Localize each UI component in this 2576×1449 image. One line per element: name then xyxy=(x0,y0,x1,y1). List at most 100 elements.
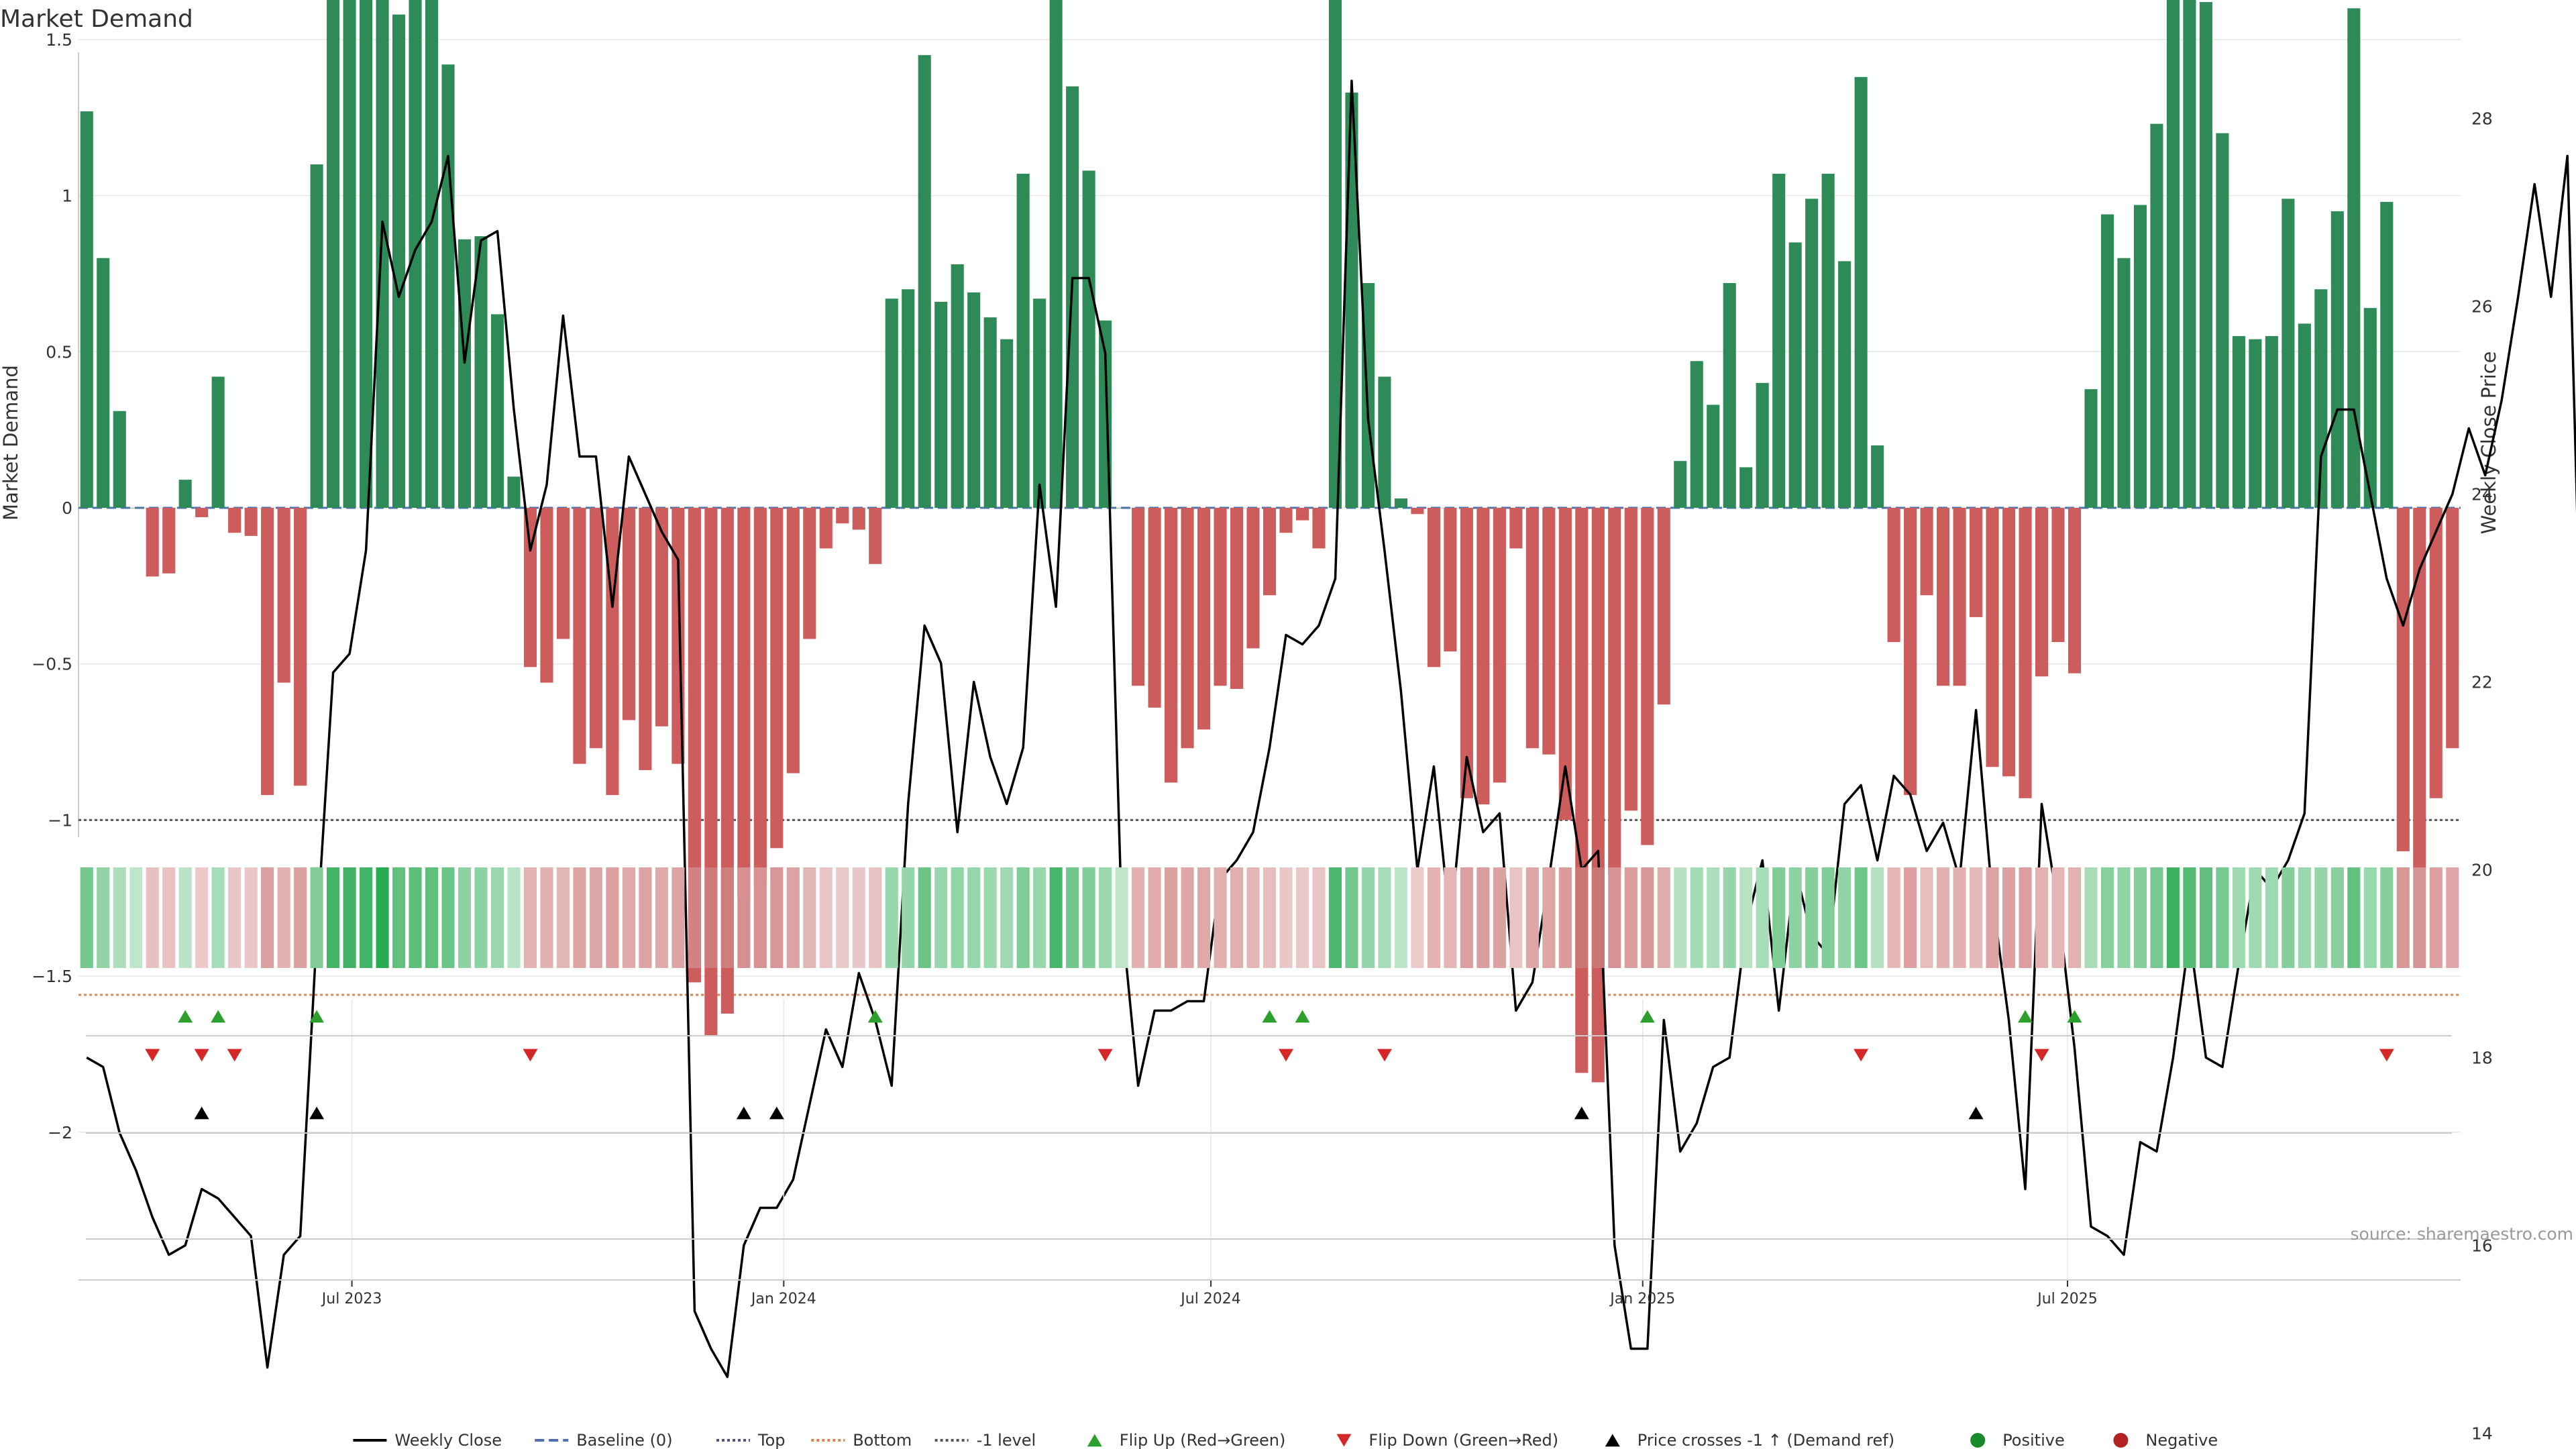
source-note: source: sharemaestro.com xyxy=(2351,1224,2574,1244)
demand-bar xyxy=(1854,76,1868,508)
chart-title: Market Demand xyxy=(0,5,193,33)
demand-bar xyxy=(983,317,997,508)
legend-swatch-triangle-down xyxy=(1336,1434,1352,1447)
heat-cell xyxy=(490,867,504,968)
legend-swatch-circle xyxy=(1970,1433,1986,1448)
left-tick-label: 0 xyxy=(62,498,72,518)
demand-bar xyxy=(1986,508,1999,767)
demand-bar xyxy=(1279,508,1293,533)
demand-bar xyxy=(1214,508,1227,686)
heat-cell xyxy=(753,867,767,968)
heat-cell xyxy=(113,867,126,968)
heat-cell xyxy=(1887,867,1900,968)
demand-bar xyxy=(2199,2,2212,508)
demand-bar xyxy=(1230,508,1244,689)
heat-cell xyxy=(195,867,209,968)
demand-bar xyxy=(1690,361,1703,508)
demand-bar xyxy=(490,314,504,508)
demand-bar xyxy=(1049,0,1063,508)
demand-bar xyxy=(1970,508,1983,617)
demand-bar xyxy=(2166,0,2180,508)
heat-cell xyxy=(392,867,406,968)
demand-bar xyxy=(639,508,652,770)
demand-bar xyxy=(2035,508,2049,677)
price-cross-marker xyxy=(1574,1106,1589,1120)
heat-cell xyxy=(1000,867,1014,968)
demand-bar xyxy=(1608,508,1621,873)
heat-cell xyxy=(1444,867,1457,968)
heat-cell xyxy=(2314,867,2328,968)
heat-cell xyxy=(1197,867,1211,968)
demand-bar xyxy=(2133,205,2147,508)
heat-cell xyxy=(1904,867,1917,968)
demand-bar xyxy=(786,508,800,773)
demand-bar xyxy=(211,376,225,508)
demand-bar xyxy=(951,264,964,508)
heat-cell xyxy=(1608,867,1621,968)
heat-cell xyxy=(277,867,290,968)
demand-bar xyxy=(244,508,258,536)
flip-up-marker xyxy=(1640,1010,1655,1023)
demand-bar xyxy=(162,508,176,574)
legend-swatch-triangle-up xyxy=(1605,1434,1620,1447)
heat-cell xyxy=(951,867,964,968)
demand-bar xyxy=(2019,508,2032,798)
price-cross-marker xyxy=(736,1106,751,1120)
demand-bar xyxy=(1542,508,1556,755)
date-tick-label: Jan 2024 xyxy=(750,1291,816,1307)
demand-bar xyxy=(327,0,340,508)
heat-cell xyxy=(1871,867,1884,968)
legend-item: Flip Down (Green→Red) xyxy=(1336,1431,1558,1449)
heat-cell xyxy=(2133,867,2147,968)
demand-bar xyxy=(1657,508,1670,705)
heat-cell xyxy=(1427,867,1440,968)
heat-cell xyxy=(1328,867,1342,968)
demand-bar xyxy=(1904,508,1917,796)
heat-cell xyxy=(1477,867,1490,968)
flip-up-marker xyxy=(211,1010,226,1023)
legend-label: Top xyxy=(757,1431,786,1449)
legend-item: Weekly Close xyxy=(353,1431,502,1449)
heat-cell xyxy=(146,867,159,968)
event-marker-panels xyxy=(86,1000,2452,1280)
left-axis-title: Market Demand xyxy=(0,365,22,521)
heat-cell xyxy=(2100,867,2114,968)
heat-cell xyxy=(737,867,751,968)
heat-cell xyxy=(1821,867,1835,968)
heat-cell xyxy=(178,867,192,968)
heat-cell xyxy=(1279,867,1293,968)
heat-cell xyxy=(1591,867,1605,968)
heat-cell xyxy=(474,867,488,968)
demand-bar xyxy=(1624,508,1638,811)
heat-cell xyxy=(2183,867,2196,968)
demand-bar xyxy=(770,508,784,849)
left-tick-label: 1 xyxy=(62,186,72,206)
heat-cell xyxy=(310,867,323,968)
right-tick-label: 22 xyxy=(2471,673,2493,692)
left-tick-label: −1 xyxy=(48,810,72,830)
heat-cell xyxy=(1525,867,1539,968)
demand-bar xyxy=(2249,339,2262,508)
heat-cell xyxy=(1937,867,1950,968)
demand-bar xyxy=(97,258,110,508)
demand-bar xyxy=(2380,201,2394,508)
heat-cell xyxy=(1657,867,1670,968)
demand-bar xyxy=(655,508,668,727)
heat-cell xyxy=(1739,867,1753,968)
flip-up-marker xyxy=(2018,1010,2033,1023)
demand-bar xyxy=(2347,8,2361,508)
heat-cell xyxy=(606,867,619,968)
heat-cell xyxy=(1115,867,1128,968)
demand-bar xyxy=(228,508,241,533)
heat-cell xyxy=(1394,867,1407,968)
demand-bar xyxy=(1756,382,1769,508)
price-cross-marker xyxy=(1968,1106,1984,1120)
heat-cell xyxy=(1558,867,1572,968)
demand-bar xyxy=(1378,376,1391,508)
heat-cell xyxy=(688,867,701,968)
left-tick-label: −1.5 xyxy=(32,967,72,986)
demand-bar xyxy=(1509,508,1523,549)
heat-cell xyxy=(836,867,849,968)
demand-bar xyxy=(753,508,767,883)
heat-cell xyxy=(425,867,439,968)
